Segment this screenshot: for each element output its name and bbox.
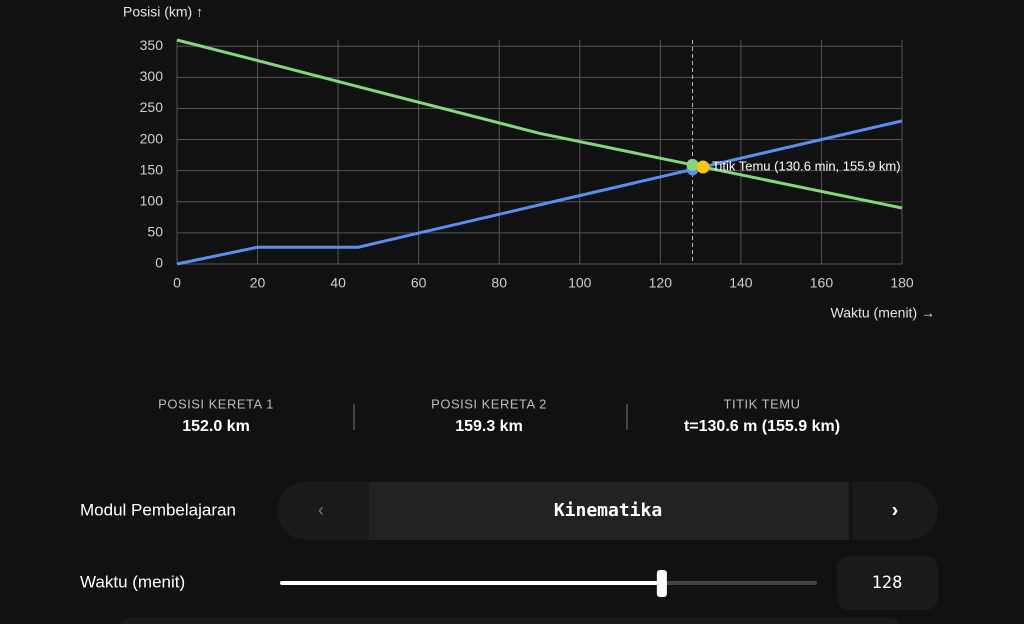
stat-label: POSISI KERETA 1 — [158, 396, 274, 411]
y-tick-label: 0 — [155, 255, 163, 271]
stat-label: TITIK TEMU — [724, 396, 801, 411]
y-tick-label: 50 — [147, 224, 163, 240]
x-tick-label: 160 — [810, 275, 834, 291]
y-tick-label: 100 — [140, 192, 164, 208]
y-tick-label: 300 — [140, 68, 164, 84]
x-tick-label: 80 — [491, 275, 507, 291]
x-axis-label: Waktu (menit) → — [831, 305, 936, 321]
stat-value: t=130.6 m (155.9 km) — [684, 418, 840, 435]
next-panel — [120, 618, 900, 624]
control-label: Waktu (menit) — [80, 572, 185, 591]
cursor-dot — [686, 158, 699, 171]
y-tick-label: 150 — [140, 161, 164, 177]
x-tick-label: 40 — [330, 275, 346, 291]
series-line — [176, 119, 903, 266]
prev-button[interactable]: ‹ — [318, 500, 324, 520]
module-current — [369, 482, 848, 540]
next-button[interactable]: › — [892, 499, 899, 521]
stat-value: 159.3 km — [455, 418, 523, 435]
stat-value: 152.0 km — [182, 418, 250, 435]
value-box[interactable] — [837, 556, 938, 610]
series-line — [176, 38, 903, 210]
x-tick-label: 0 — [173, 275, 181, 291]
x-tick-label: 140 — [729, 275, 753, 291]
time-value[interactable]: 128 — [872, 573, 903, 593]
slider-thumb[interactable] — [656, 570, 667, 597]
meeting-label: Titik Temu (130.6 min, 155.9 km) — [712, 158, 901, 173]
control-label: Modul Pembelajaran — [80, 500, 236, 519]
y-axis-label: Posisi (km) ↑ — [123, 4, 203, 20]
x-tick-label: 120 — [649, 275, 673, 291]
separator — [850, 482, 852, 540]
x-tick-label: 180 — [890, 275, 914, 291]
x-tick-label: 60 — [411, 275, 427, 291]
slider-fill[interactable] — [280, 581, 662, 585]
stat-label: POSISI KERETA 2 — [431, 396, 547, 411]
y-tick-label: 250 — [140, 99, 164, 115]
x-tick-label: 100 — [568, 275, 592, 291]
module-name: Kinematika — [554, 500, 662, 521]
y-tick-label: 350 — [140, 37, 164, 53]
x-tick-label: 20 — [250, 275, 266, 291]
meeting-point — [696, 160, 710, 174]
y-tick-label: 200 — [140, 130, 164, 146]
